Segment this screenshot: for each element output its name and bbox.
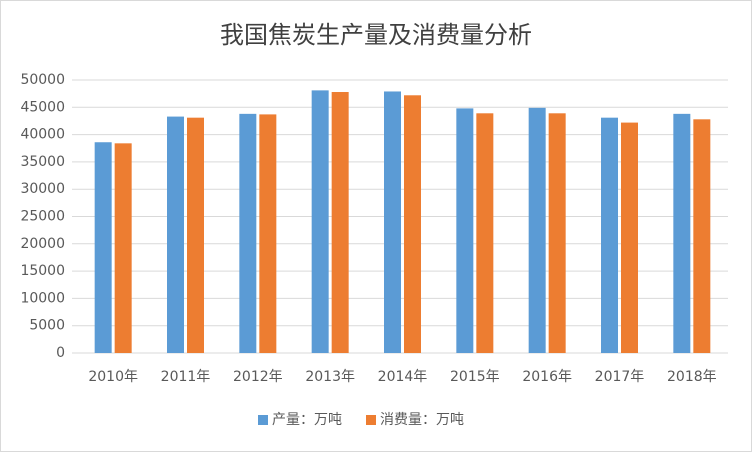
y-tick-label: 10000 — [20, 290, 65, 306]
bar — [601, 117, 618, 353]
bar — [114, 143, 132, 353]
bar — [187, 117, 204, 353]
bar — [673, 113, 691, 354]
legend-label: 消费量：万吨 — [380, 412, 464, 428]
x-tick-label: 2018年 — [667, 369, 717, 385]
x-tick-label: 2017年 — [595, 369, 645, 385]
bar — [331, 92, 349, 354]
bar — [404, 95, 421, 354]
chart-title: 我国焦炭生产量及消费量分析 — [220, 21, 532, 49]
y-tick-label: 0 — [56, 345, 65, 361]
y-tick-label: 20000 — [20, 236, 65, 252]
y-tick-label: 30000 — [20, 181, 65, 197]
y-tick-label: 50000 — [20, 72, 65, 88]
bar — [311, 90, 329, 354]
legend-swatch — [366, 415, 376, 425]
bar — [456, 108, 474, 353]
bar — [259, 114, 277, 353]
y-tick-label: 40000 — [20, 127, 65, 143]
legend-label: 产量：万吨 — [272, 412, 342, 428]
bar — [548, 113, 566, 353]
bar — [239, 113, 257, 354]
bar — [693, 119, 711, 353]
x-tick-label: 2011年 — [161, 369, 211, 385]
x-tick-label: 2012年 — [233, 369, 283, 385]
bar — [94, 142, 112, 353]
x-tick-label: 2014年 — [378, 369, 428, 385]
x-tick-label: 2013年 — [305, 369, 355, 385]
x-tick-label: 2010年 — [88, 369, 138, 385]
bar — [621, 122, 638, 353]
y-tick-label: 15000 — [20, 263, 65, 279]
bar — [384, 91, 401, 353]
bar — [476, 113, 494, 353]
bar — [167, 116, 184, 353]
y-tick-label: 45000 — [20, 99, 65, 115]
legend-swatch — [258, 415, 268, 425]
x-tick-label: 2015年 — [450, 369, 500, 385]
y-tick-label: 5000 — [29, 318, 65, 334]
bar — [528, 107, 546, 353]
y-tick-label: 25000 — [20, 209, 65, 225]
x-tick-label: 2016年 — [522, 369, 572, 385]
y-tick-label: 35000 — [20, 154, 65, 170]
